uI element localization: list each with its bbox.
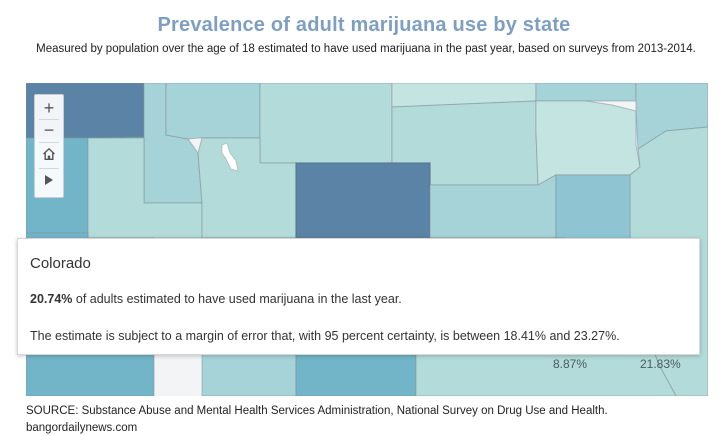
tooltip-margin-line: The estimate is subject to a margin of e… [30, 329, 620, 343]
map-value-label: 8.87% [553, 357, 588, 371]
chart-subtitle: Measured by population over the age of 1… [36, 43, 696, 55]
home-button[interactable] [35, 143, 63, 165]
site-credit: bangordailynews.com [26, 422, 138, 434]
tooltip-state-name: Colorado [30, 255, 91, 272]
control-divider [39, 168, 59, 169]
source-note: SOURCE: Substance Abuse and Mental Healt… [26, 405, 608, 417]
state-iowa[interactable] [535, 100, 641, 186]
home-icon [43, 147, 55, 160]
control-divider [39, 119, 59, 120]
zoom-in-button[interactable]: + [43, 97, 55, 118]
tooltip-usage-text: of adults estimated to have used marijua… [72, 292, 402, 306]
tooltip-percent: 20.74% [30, 292, 73, 306]
control-divider [39, 142, 59, 143]
play-icon [45, 175, 53, 185]
state-colorado[interactable] [295, 162, 431, 239]
state-tooltip: Colorado 20.74% of adults estimated to h… [17, 238, 700, 355]
map-controls: + − [34, 94, 64, 198]
lake-great-salt [221, 142, 239, 172]
zoom-out-button[interactable]: − [43, 119, 55, 140]
tooltip-usage-line: 20.74% of adults estimated to have used … [30, 292, 402, 306]
map-value-label: 21.83% [640, 357, 681, 371]
state-wyoming[interactable] [259, 83, 393, 164]
pan-mode-button[interactable] [35, 169, 63, 191]
state-montana[interactable] [165, 83, 261, 140]
chart-title: Prevalence of adult marijuana use by sta… [157, 14, 571, 36]
state-minnesota[interactable] [535, 83, 637, 102]
